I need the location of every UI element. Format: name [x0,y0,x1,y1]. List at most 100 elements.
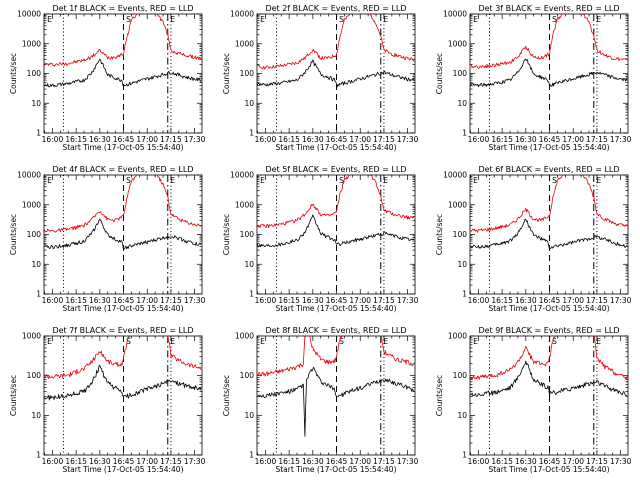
x-tick-label: 17:00 [136,135,158,144]
x-tick-label: 16:45 [539,296,561,305]
x-tick-label: 16:30 [515,457,537,466]
panel-title: Det 9f BLACK = Events, RED = LLD [478,326,619,335]
marker-letter: E [596,15,601,24]
x-tick-label: 17:00 [349,296,371,305]
trace-layer [470,336,628,398]
x-tick-label: 17:30 [397,457,419,466]
y-tick-label: 100 [27,69,42,78]
events-trace [44,58,202,88]
events-trace [257,59,415,88]
y-tick-label: 10000 [17,171,41,180]
x-tick-label: 16:15 [491,296,513,305]
panel-title: Det 8f BLACK = Events, RED = LLD [265,326,406,335]
plot-frame [256,335,416,456]
events-trace [44,218,202,251]
x-axis-label: Start Time (17-Oct-05 15:54:40) [488,304,609,313]
y-axis-label: Counts/sec [222,53,231,94]
y-tick-label: 10 [457,99,467,108]
y-tick-label: 1000 [235,332,254,341]
trace-layer [44,14,202,88]
x-tick-label: 17:30 [184,296,206,305]
detector-panel-5: Det 5f BLACK = Events, RED = LLD 1 10 100 10… [222,165,419,313]
lld-trace [257,336,415,377]
plot-frame [43,335,203,456]
trace-layer [257,336,415,437]
y-tick-label: 10 [31,411,41,420]
trace-layer [470,175,628,250]
marker-letter: E [260,176,265,185]
y-axis-label: Counts/sec [435,375,444,416]
detector-panel-7: Det 7f BLACK = Events, RED = LLD 1 10 100 10… [9,326,206,474]
marker-letter: E [383,15,388,24]
x-axis-label: Start Time (17-Oct-05 15:54:40) [275,465,396,474]
detector-panel-4: Det 4f BLACK = Events, RED = LLD 1 10 100 10… [9,165,206,313]
panel-title: Det 5f BLACK = Events, RED = LLD [265,165,406,174]
panel-title: Det 3f BLACK = Events, RED = LLD [478,4,619,13]
marker-letter: E [596,176,601,185]
x-tick-label: 16:15 [65,296,87,305]
lld-trace [44,14,202,67]
x-tick-label: 16:45 [113,457,135,466]
y-tick-label: 1000 [235,39,254,48]
x-tick-label: 16:00 [468,296,490,305]
x-axis-label: Start Time (17-Oct-05 15:54:40) [62,143,183,152]
panel-title: Det 4f BLACK = Events, RED = LLD [52,165,193,174]
y-tick-label: 1 [249,129,254,138]
x-tick-label: 17:15 [373,296,395,305]
marker-letter: E [170,176,175,185]
y-tick-label: 100 [453,69,468,78]
detector-panel-9: Det 9f BLACK = Events, RED = LLD 1 10 100 10… [435,326,632,474]
y-tick-label: 1 [462,290,467,299]
detector-panel-1: Det 1f BLACK = Events, RED = LLD 1 10 100 10… [9,4,206,152]
y-axis-label: Counts/sec [222,214,231,255]
y-tick-label: 10000 [230,10,254,19]
events-trace [470,58,628,88]
y-axis-label: Counts/sec [9,375,18,416]
x-axis-label: Start Time (17-Oct-05 15:54:40) [62,304,183,313]
x-tick-label: 17:15 [160,296,182,305]
plot-frame [469,13,629,134]
panel-title: Det 1f BLACK = Events, RED = LLD [52,4,193,13]
marker-letter: E [47,337,52,346]
x-tick-label: 17:15 [586,296,608,305]
marker-letter: E [170,15,175,24]
x-tick-label: 17:15 [160,457,182,466]
x-tick-label: 16:15 [491,135,513,144]
marker-letter: E [47,176,52,185]
lld-trace [257,175,415,229]
y-tick-label: 10000 [443,10,467,19]
marker-letter: E [170,337,175,346]
marker-letter: S [126,15,131,24]
marker-letter: S [339,337,344,346]
detector-panel-2: Det 2f BLACK = Events, RED = LLD 1 10 100 10… [222,4,419,152]
marker-letter: S [552,176,557,185]
x-tick-label: 17:30 [610,135,632,144]
x-tick-label: 17:00 [562,457,584,466]
trace-layer [257,14,415,88]
y-tick-label: 1000 [448,200,467,209]
marker-letter: E [473,15,478,24]
x-tick-label: 17:00 [136,457,158,466]
x-tick-label: 16:00 [255,296,277,305]
y-axis-label: Counts/sec [9,214,18,255]
x-tick-label: 16:30 [89,457,111,466]
x-tick-label: 16:00 [255,457,277,466]
trace-layer [44,336,202,401]
x-tick-label: 17:30 [184,457,206,466]
events-trace [257,366,415,437]
plot-frame [43,174,203,295]
lld-trace [470,336,628,381]
marker-letter: E [473,337,478,346]
y-tick-label: 1 [36,129,41,138]
y-tick-label: 10 [244,260,254,269]
events-trace [257,214,415,248]
y-tick-label: 10000 [443,171,467,180]
y-tick-label: 100 [27,371,42,380]
events-trace [470,360,628,398]
y-tick-label: 1 [36,451,41,460]
y-axis-label: Counts/sec [222,375,231,416]
marker-letter: S [339,176,344,185]
x-tick-label: 17:15 [373,135,395,144]
marker-letter: E [596,337,601,346]
lld-trace [44,336,202,380]
